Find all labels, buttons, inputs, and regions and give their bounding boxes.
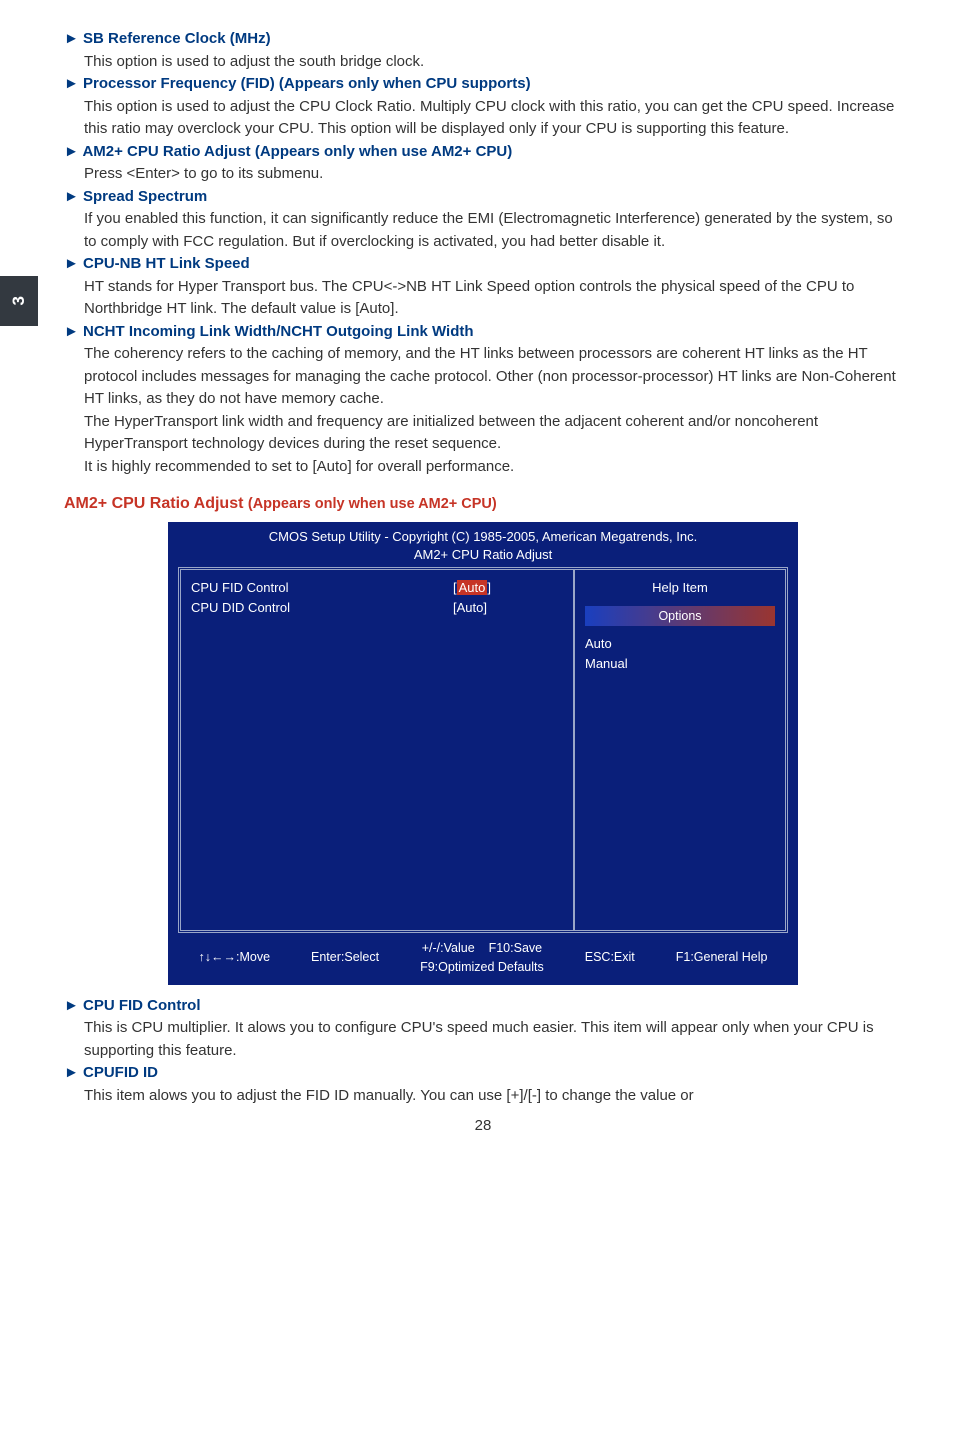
bios-footer-esc: ESC:Exit — [585, 948, 635, 967]
bracket-r: ] — [487, 580, 491, 595]
bios-row1-highlight: Auto — [457, 580, 488, 595]
body-cpu-fid-control: This is CPU multiplier. It alows you to … — [84, 1017, 902, 1062]
heading-ncht: ► NCHT Incoming Link Width/NCHT Outgoing… — [64, 321, 902, 344]
body-am2-ratio: Press <Enter> to go to its submenu. — [84, 163, 902, 186]
bios-row1-value: [Auto] — [453, 578, 563, 598]
bios-body: CPU FID Control CPU DID Control [Auto] [… — [178, 567, 788, 933]
bios-title-2: AM2+ CPU Ratio Adjust — [414, 547, 552, 562]
heading-cpu-nb: ► CPU-NB HT Link Speed — [64, 253, 902, 276]
bios-footer-center: +/-/:Value F10:Save F9:Optimized Default… — [420, 939, 544, 977]
body-sb-ref: This option is used to adjust the south … — [84, 51, 902, 74]
bios-footer: ↑↓←→:Move Enter:Select +/-/:Value F10:Sa… — [178, 933, 788, 977]
heading-cpufid-id: ► CPUFID ID — [64, 1062, 902, 1085]
chapter-number: 3 — [6, 296, 32, 305]
section-title-main: AM2+ CPU Ratio Adjust — [64, 495, 243, 512]
page-content: ► SB Reference Clock (MHz) This option i… — [64, 28, 902, 1138]
heading-sb-ref: ► SB Reference Clock (MHz) — [64, 28, 902, 51]
bios-left-pane: CPU FID Control CPU DID Control [Auto] [… — [181, 570, 573, 930]
body-proc-freq: This option is used to adjust the CPU Cl… — [84, 96, 902, 141]
bios-screenshot: CMOS Setup Utility - Copyright (C) 1985-… — [64, 522, 902, 985]
body-ncht-3: It is highly recommended to set to [Auto… — [84, 456, 902, 479]
bios-option-auto: Auto — [585, 634, 775, 654]
bios-title-1: CMOS Setup Utility - Copyright (C) 1985-… — [269, 529, 697, 544]
chapter-tab: 3 — [0, 276, 38, 326]
bios-values-col: [Auto] [Auto] — [453, 578, 563, 922]
bios-footer-f9: F9:Optimized Defaults — [420, 960, 544, 974]
body-ncht-2: The HyperTransport link width and freque… — [84, 411, 902, 456]
body-ncht-1: The coherency refers to the caching of m… — [84, 343, 902, 411]
bios-footer-f10: F10:Save — [489, 941, 543, 955]
bios-labels-col: CPU FID Control CPU DID Control — [191, 578, 453, 922]
body-spread: If you enabled this function, it can sig… — [84, 208, 902, 253]
bios-help-label: Help Item — [585, 578, 775, 598]
section-title-sub: (Appears only when use AM2+ CPU) — [248, 496, 497, 512]
bios-right-pane: Help Item Options Auto Manual — [573, 570, 785, 930]
bios-footer-enter: Enter:Select — [311, 948, 379, 967]
heading-cpu-fid-control: ► CPU FID Control — [64, 995, 902, 1018]
heading-proc-freq: ► Processor Frequency (FID) (Appears onl… — [64, 73, 902, 96]
heading-am2-ratio: ► AM2+ CPU Ratio Adjust (Appears only wh… — [64, 141, 902, 164]
bios-footer-f1: F1:General Help — [676, 948, 768, 967]
bios-footer-move: ↑↓←→:Move — [198, 948, 270, 967]
body-cpufid-id: This item alows you to adjust the FID ID… — [84, 1085, 902, 1108]
section-title: AM2+ CPU Ratio Adjust (Appears only when… — [64, 492, 902, 516]
bios-option-manual: Manual — [585, 654, 775, 674]
bios-row1-label: CPU FID Control — [191, 578, 453, 598]
heading-spread: ► Spread Spectrum — [64, 186, 902, 209]
bios-options-label: Options — [585, 606, 775, 627]
page-number: 28 — [64, 1115, 902, 1138]
bios-row2-value: [Auto] — [453, 598, 563, 618]
bios-footer-val: +/-/:Value — [422, 941, 475, 955]
body-cpu-nb: HT stands for Hyper Transport bus. The C… — [84, 276, 902, 321]
bios-row2-label: CPU DID Control — [191, 598, 453, 618]
bios-title: CMOS Setup Utility - Copyright (C) 1985-… — [178, 528, 788, 563]
bios-panel: CMOS Setup Utility - Copyright (C) 1985-… — [168, 522, 798, 985]
